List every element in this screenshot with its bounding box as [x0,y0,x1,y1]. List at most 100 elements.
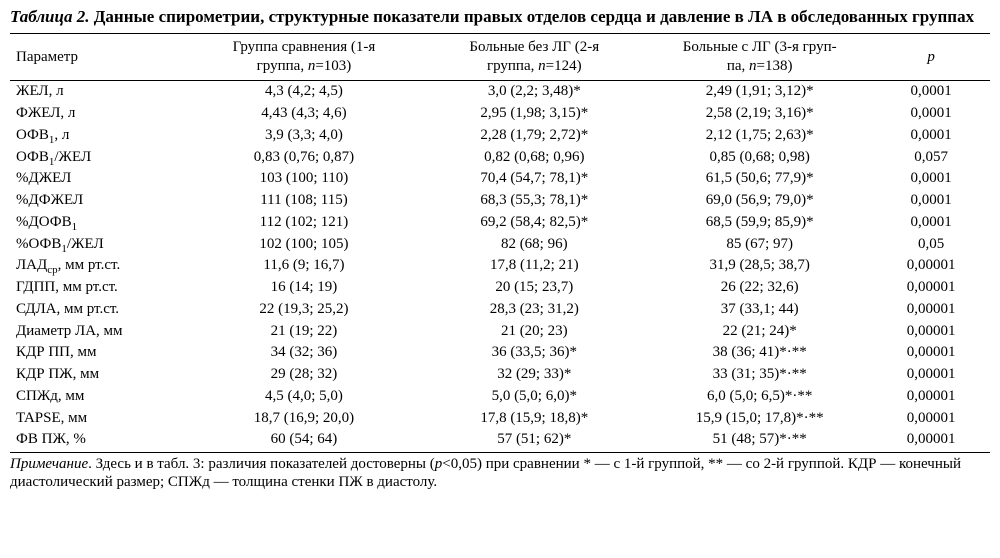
cell-pvalue: 0,00001 [872,429,990,453]
cell-group3: 31,9 (28,5; 38,7) [647,255,872,277]
cell-group3: 6,0 (5,0; 6,5)*·** [647,385,872,407]
cell-group3: 0,85 (0,68; 0,98) [647,146,872,168]
table-row: %ОФВ1/ЖЕЛ102 (100; 105)82 (68; 96)85 (67… [10,233,990,255]
table-row: КДР ПП, мм34 (32; 36)36 (33,5; 36)*38 (3… [10,342,990,364]
cell-group2: 20 (15; 23,7) [422,277,647,299]
cell-group2: 2,95 (1,98; 3,15)* [422,103,647,125]
cell-group2: 82 (68; 96) [422,233,647,255]
cell-group2: 36 (33,5; 36)* [422,342,647,364]
cell-group2: 3,0 (2,2; 3,48)* [422,80,647,102]
cell-param: ГДПП, мм рт.ст. [10,277,186,299]
cell-group3: 26 (22; 32,6) [647,277,872,299]
cell-group1: 16 (14; 19) [186,277,421,299]
cell-param: КДР ПП, мм [10,342,186,364]
cell-group1: 4,5 (4,0; 5,0) [186,385,421,407]
table-row: ГДПП, мм рт.ст.16 (14; 19)20 (15; 23,7)2… [10,277,990,299]
cell-group1: 112 (102; 121) [186,211,421,233]
cell-pvalue: 0,00001 [872,277,990,299]
cell-group2: 5,0 (5,0; 6,0)* [422,385,647,407]
cell-pvalue: 0,0001 [872,211,990,233]
cell-group3: 51 (48; 57)*·** [647,429,872,453]
cell-group2: 17,8 (15,9; 18,8)* [422,407,647,429]
cell-group1: 21 (19; 22) [186,320,421,342]
cell-pvalue: 0,0001 [872,168,990,190]
cell-param: TAPSE, мм [10,407,186,429]
cell-pvalue: 0,05 [872,233,990,255]
cell-group1: 18,7 (16,9; 20,0) [186,407,421,429]
note-prefix: Примечание [10,456,88,472]
cell-param: ФВ ПЖ, % [10,429,186,453]
cell-group3: 33 (31; 35)*·** [647,364,872,386]
cell-group3: 2,12 (1,75; 2,63)* [647,124,872,146]
data-table: Параметр Группа сравнения (1-я группа, n… [10,33,990,453]
cell-param: СПЖд, мм [10,385,186,407]
cell-pvalue: 0,00001 [872,255,990,277]
cell-group1: 0,83 (0,76; 0,87) [186,146,421,168]
caption-body: Данные спирометрии, структурные показате… [94,7,974,26]
cell-group2: 21 (20; 23) [422,320,647,342]
cell-group3: 15,9 (15,0; 17,8)*·** [647,407,872,429]
hdr-group1: Группа сравнения (1-я группа, n=103) [186,34,421,81]
caption-prefix: Таблица 2. [10,7,89,26]
cell-pvalue: 0,057 [872,146,990,168]
table-row: СДЛА, мм рт.ст.22 (19,3; 25,2)28,3 (23; … [10,298,990,320]
table-row: КДР ПЖ, мм29 (28; 32)32 (29; 33)*33 (31;… [10,364,990,386]
table-row: %ДОФВ1112 (102; 121)69,2 (58,4; 82,5)*68… [10,211,990,233]
cell-pvalue: 0,00001 [872,364,990,386]
table-row: ОФВ1, л3,9 (3,3; 4,0)2,28 (1,79; 2,72)*2… [10,124,990,146]
table-row: ОФВ1/ЖЕЛ0,83 (0,76; 0,87)0,82 (0,68; 0,9… [10,146,990,168]
cell-group3: 61,5 (50,6; 77,9)* [647,168,872,190]
cell-pvalue: 0,00001 [872,320,990,342]
cell-pvalue: 0,0001 [872,103,990,125]
cell-group3: 22 (21; 24)* [647,320,872,342]
cell-param: %ДФЖЕЛ [10,190,186,212]
table-row: СПЖд, мм4,5 (4,0; 5,0)5,0 (5,0; 6,0)*6,0… [10,385,990,407]
cell-group3: 2,58 (2,19; 3,16)* [647,103,872,125]
cell-group1: 3,9 (3,3; 4,0) [186,124,421,146]
cell-pvalue: 0,0001 [872,124,990,146]
cell-param: %ДЖЕЛ [10,168,186,190]
cell-group1: 4,43 (4,3; 4,6) [186,103,421,125]
cell-pvalue: 0,00001 [872,407,990,429]
cell-pvalue: 0,00001 [872,342,990,364]
table-row: %ДЖЕЛ103 (100; 110)70,4 (54,7; 78,1)*61,… [10,168,990,190]
cell-group3: 85 (67; 97) [647,233,872,255]
table-note: Примечание. Здесь и в табл. 3: различия … [10,455,990,491]
cell-param: ОФВ1, л [10,124,186,146]
cell-pvalue: 0,0001 [872,190,990,212]
cell-group2: 17,8 (11,2; 21) [422,255,647,277]
table-row: Диаметр ЛА, мм21 (19; 22)21 (20; 23)22 (… [10,320,990,342]
cell-param: СДЛА, мм рт.ст. [10,298,186,320]
cell-group2: 28,3 (23; 31,2) [422,298,647,320]
cell-group1: 34 (32; 36) [186,342,421,364]
header-row: Параметр Группа сравнения (1-я группа, n… [10,34,990,81]
table-row: ФВ ПЖ, %60 (54; 64)57 (51; 62)*51 (48; 5… [10,429,990,453]
cell-group1: 102 (100; 105) [186,233,421,255]
table-body: ЖЕЛ, л4,3 (4,2; 4,5)3,0 (2,2; 3,48)*2,49… [10,80,990,452]
cell-group2: 0,82 (0,68; 0,96) [422,146,647,168]
cell-pvalue: 0,0001 [872,80,990,102]
cell-group3: 2,49 (1,91; 3,12)* [647,80,872,102]
cell-group1: 60 (54; 64) [186,429,421,453]
cell-group2: 57 (51; 62)* [422,429,647,453]
cell-group1: 4,3 (4,2; 4,5) [186,80,421,102]
cell-param: %ОФВ1/ЖЕЛ [10,233,186,255]
cell-group3: 69,0 (56,9; 79,0)* [647,190,872,212]
cell-param: Диаметр ЛА, мм [10,320,186,342]
cell-param: ЛАДср, мм рт.ст. [10,255,186,277]
cell-param: %ДОФВ1 [10,211,186,233]
cell-group3: 68,5 (59,9; 85,9)* [647,211,872,233]
cell-group2: 68,3 (55,3; 78,1)* [422,190,647,212]
cell-group2: 32 (29; 33)* [422,364,647,386]
hdr-group2: Больные без ЛГ (2-я группа, n=124) [422,34,647,81]
table-caption: Таблица 2. Данные спирометрии, структурн… [10,6,990,27]
cell-param: ЖЕЛ, л [10,80,186,102]
cell-group1: 111 (108; 115) [186,190,421,212]
hdr-param: Параметр [10,34,186,81]
cell-group2: 70,4 (54,7; 78,1)* [422,168,647,190]
cell-group2: 69,2 (58,4; 82,5)* [422,211,647,233]
table-row: %ДФЖЕЛ111 (108; 115)68,3 (55,3; 78,1)*69… [10,190,990,212]
hdr-p: p [872,34,990,81]
cell-group3: 37 (33,1; 44) [647,298,872,320]
cell-group1: 29 (28; 32) [186,364,421,386]
